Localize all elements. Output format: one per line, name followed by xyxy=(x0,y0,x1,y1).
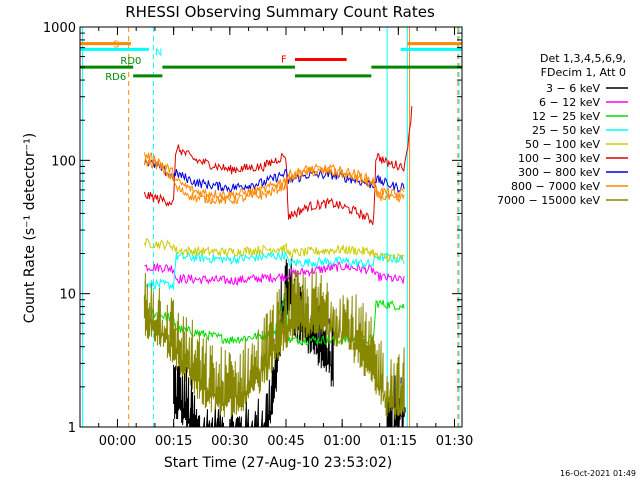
axis-layer: 00:00 00:15 00:30 00:45 01:00 01:15 01:30 1 10 10… xyxy=(43,21,473,449)
series-50-100-kev-5 xyxy=(143,238,405,263)
x-tick-label-5: 01:15 xyxy=(380,434,417,449)
flag-rd6: RD6 xyxy=(105,72,372,83)
series-line-50-100-kev-5 xyxy=(143,238,405,263)
plot-frame xyxy=(79,26,463,428)
flag-label-rd0: RD0 xyxy=(120,56,141,67)
flag-layer: S N F RD0 RD6 xyxy=(80,40,462,83)
legend-label-300-800-kev: 300 − 800 keV xyxy=(518,166,600,179)
y-axis-label: Count Rate (s⁻¹ detector⁻¹) xyxy=(22,133,38,323)
series-100-300-kev-6 xyxy=(143,106,413,225)
y-tick-label-3: 1000 xyxy=(43,21,76,36)
series-line-800-7000-kev-8 xyxy=(143,152,405,200)
flag-label-f: F xyxy=(281,55,287,66)
legend-label-12-25-kev: 12 − 25 keV xyxy=(532,110,600,123)
series-line-7000-15000-kev-10 xyxy=(143,268,405,420)
legend-label-800-7000-kev: 800 − 7000 keV xyxy=(511,180,600,193)
series-6-12-kev-2 xyxy=(144,261,405,287)
y-tick-label-1: 10 xyxy=(59,288,76,303)
series-layer xyxy=(143,106,413,429)
series-25-50-kev-4 xyxy=(144,251,405,290)
flag-n: N xyxy=(80,47,462,58)
x-axis-label: Start Time (27-Aug-10 23:53:02) xyxy=(164,455,392,471)
y-tick-label-0: 1 xyxy=(68,421,76,436)
series-line-800-7000-kev-9 xyxy=(143,156,405,205)
x-tick-label-6: 01:30 xyxy=(436,434,473,449)
chart-title: RHESSI Observing Summary Count Rates xyxy=(125,3,435,21)
legend-header-0: Det 1,3,4,5,6,9, xyxy=(540,52,626,65)
series-7000-15000-kev-10 xyxy=(143,268,405,420)
legend-label-7000-15000-kev: 7000 − 15000 keV xyxy=(497,194,600,207)
series-line-300-800-kev-7 xyxy=(143,158,405,194)
series-line-25-50-kev-4 xyxy=(144,251,405,290)
legend-label-3-6-kev: 3 − 6 keV xyxy=(546,82,600,95)
legend-label-100-300-kev: 100 − 300 keV xyxy=(518,152,600,165)
flag-label-rd6: RD6 xyxy=(105,72,126,83)
legend-label-6-12-kev: 6 − 12 keV xyxy=(539,96,600,109)
series-line-100-300-kev-6 xyxy=(143,106,413,225)
series-300-800-kev-7 xyxy=(143,158,405,194)
legend-label-25-50-kev: 25 − 50 keV xyxy=(532,124,600,137)
x-tick-label-2: 00:30 xyxy=(211,434,248,449)
flag-label-n: N xyxy=(155,47,162,58)
y-tick-label-2: 100 xyxy=(51,154,76,169)
flag-f: F xyxy=(281,55,347,66)
legend: Det 1,3,4,5,6,9,FDecim 1, Att 0 3 − 6 keV… xyxy=(497,52,628,207)
vertical-markers xyxy=(82,27,460,427)
legend-label-50-100-kev: 50 − 100 keV xyxy=(525,138,600,151)
legend-header-1: FDecim 1, Att 0 xyxy=(541,66,626,79)
series-800-7000-kev-9 xyxy=(143,156,405,205)
plot-timestamp: 16-Oct-2021 01:49 xyxy=(560,469,636,478)
flag-rd0: RD0 xyxy=(80,56,462,69)
x-tick-label-1: 00:15 xyxy=(155,434,192,449)
flag-s: S xyxy=(80,40,462,51)
series-800-7000-kev-8 xyxy=(143,152,405,200)
x-tick-label-0: 00:00 xyxy=(99,434,136,449)
flag-label-s: S xyxy=(113,40,119,51)
x-tick-label-4: 01:00 xyxy=(323,434,360,449)
x-tick-label-3: 00:45 xyxy=(267,434,304,449)
series-line-6-12-kev-2 xyxy=(144,261,405,287)
